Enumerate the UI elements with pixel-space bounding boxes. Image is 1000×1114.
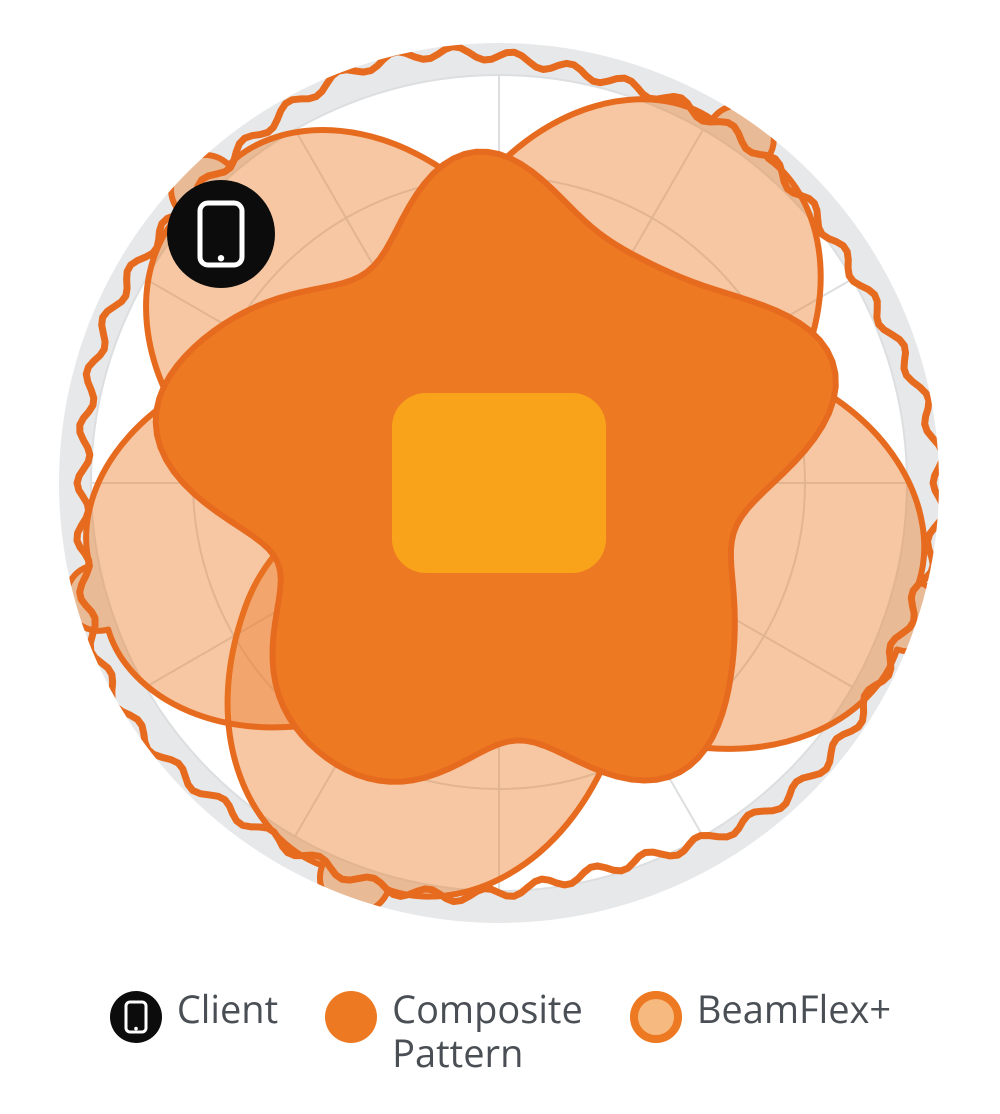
composite-swatch-icon [324,990,378,1044]
legend-label-line: Composite [392,988,583,1032]
center-access-point [392,393,606,573]
legend-item-composite: CompositePattern [324,988,583,1075]
client-marker [167,180,275,288]
antenna-pattern-diagram [0,0,1000,1114]
beamflex-swatch-icon [629,990,683,1044]
legend-label-line: Pattern [392,1032,583,1076]
legend-label-line: BeamFlex+ [697,988,891,1032]
legend-label: CompositePattern [392,988,583,1075]
legend: Client CompositePattern BeamFlex+ [0,988,1000,1075]
legend-item-beamflex: BeamFlex+ [629,988,891,1044]
legend-label: BeamFlex+ [697,988,891,1032]
legend-label: Client [177,988,278,1032]
client-icon [109,990,163,1044]
legend-item-client: Client [109,988,278,1044]
legend-label-line: Client [177,988,278,1032]
